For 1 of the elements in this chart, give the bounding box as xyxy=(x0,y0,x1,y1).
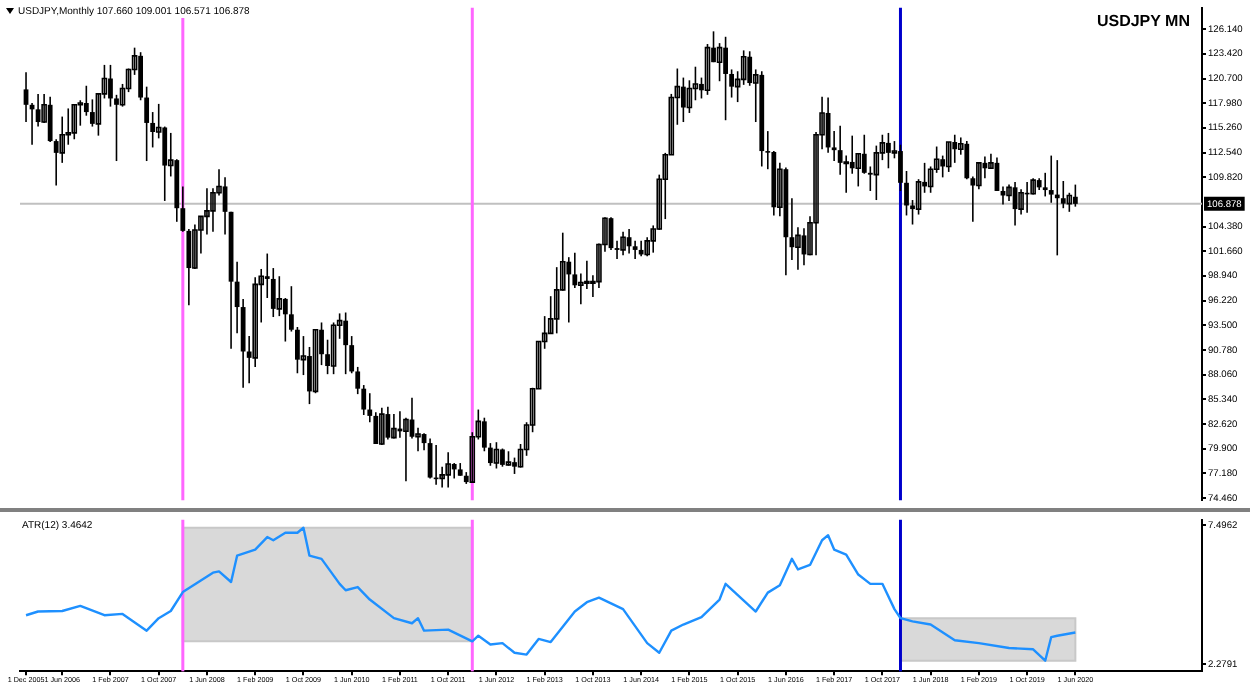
chart-title: USDJPY MN xyxy=(1096,12,1190,30)
